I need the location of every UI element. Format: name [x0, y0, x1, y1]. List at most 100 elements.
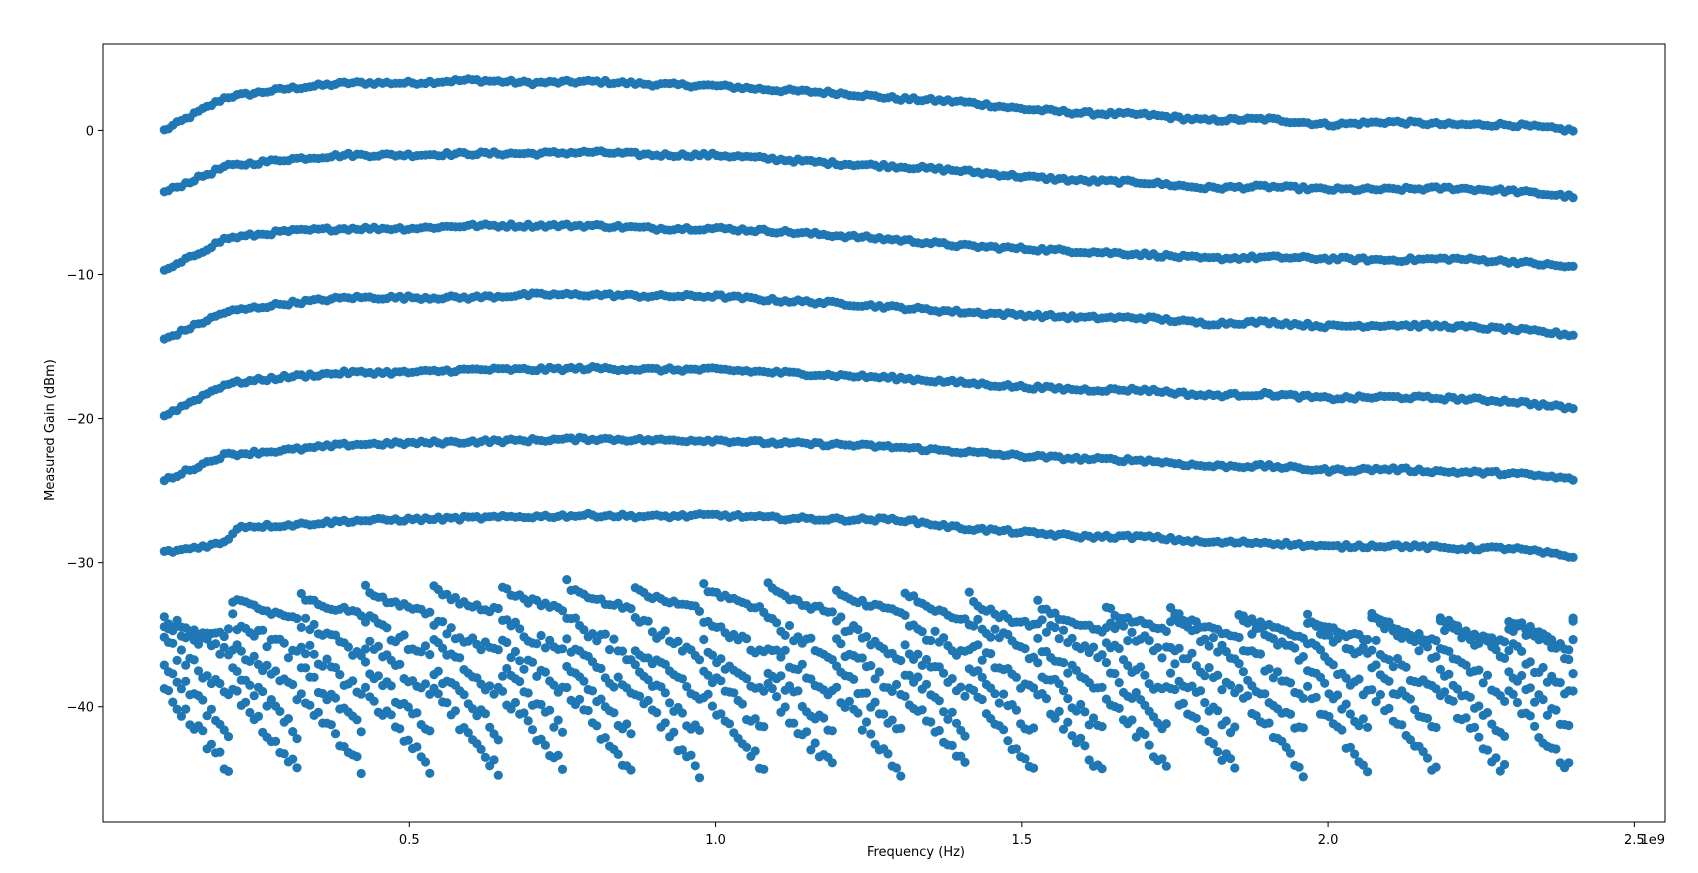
data-point	[1174, 609, 1184, 619]
y-tick-label: −10	[67, 269, 94, 284]
data-point	[789, 718, 799, 728]
data-point	[322, 654, 332, 664]
data-point	[1564, 645, 1574, 655]
data-point	[1303, 609, 1313, 619]
data-point	[318, 661, 328, 671]
data-point	[288, 679, 298, 690]
data-point	[900, 691, 910, 702]
data-point	[343, 642, 353, 652]
data-point	[836, 639, 846, 649]
data-point	[515, 624, 525, 634]
data-point	[1285, 748, 1296, 758]
data-point	[1452, 684, 1463, 694]
data-point	[694, 725, 705, 736]
data-point	[1033, 633, 1043, 644]
data-point	[1088, 713, 1099, 723]
data-point	[365, 636, 375, 646]
data-point	[1058, 724, 1069, 734]
data-point	[1530, 721, 1540, 732]
data-point	[232, 686, 242, 696]
data-point	[425, 768, 435, 778]
data-point	[716, 709, 726, 719]
data-point	[193, 639, 204, 649]
data-point	[1482, 670, 1493, 680]
data-point	[1568, 686, 1578, 696]
data-point	[493, 770, 503, 780]
data-point	[330, 693, 341, 703]
data-point	[737, 699, 748, 709]
data-point	[356, 768, 366, 779]
data-point	[930, 626, 940, 636]
data-point	[502, 663, 512, 674]
data-point	[622, 719, 632, 729]
data-point	[1058, 686, 1069, 696]
y-tick-label: −30	[67, 557, 94, 572]
data-point	[1230, 763, 1240, 773]
data-point	[515, 656, 525, 666]
data-point	[1217, 685, 1227, 695]
data-point	[1058, 658, 1069, 668]
data-point	[1255, 649, 1266, 659]
data-point	[1170, 684, 1180, 695]
data-point	[360, 644, 371, 654]
data-point	[1080, 707, 1090, 717]
data-point	[442, 698, 452, 708]
data-point	[296, 689, 306, 699]
data-point	[215, 649, 225, 659]
data-point	[241, 697, 251, 707]
data-point	[1003, 736, 1013, 746]
data-point	[900, 610, 910, 621]
data-point	[168, 638, 178, 648]
data-point	[635, 691, 645, 701]
data-point	[215, 678, 225, 689]
data-point	[249, 691, 259, 701]
data-point	[1564, 758, 1574, 768]
data-point	[1371, 635, 1381, 646]
data-point	[1011, 672, 1022, 683]
data-point	[1363, 767, 1373, 777]
data-point	[1474, 701, 1484, 711]
data-point	[660, 718, 670, 728]
data-point	[1011, 705, 1022, 715]
data-point	[973, 640, 983, 650]
data-point	[609, 634, 619, 644]
data-point	[596, 663, 606, 674]
data-point	[643, 675, 653, 685]
data-point	[797, 659, 807, 670]
data-point	[956, 682, 966, 692]
data-point	[1170, 659, 1180, 669]
data-point	[947, 707, 957, 717]
data-point	[1568, 552, 1578, 563]
data-point	[515, 676, 525, 687]
data-point	[699, 579, 709, 589]
data-point	[613, 749, 623, 760]
data-point	[288, 754, 298, 764]
data-point	[1384, 676, 1394, 686]
data-point	[1358, 714, 1368, 724]
data-point	[1161, 719, 1171, 729]
data-point	[1564, 720, 1574, 731]
data-point	[570, 613, 581, 623]
data-point	[1213, 706, 1223, 716]
data-point	[1491, 645, 1501, 655]
data-point	[510, 697, 520, 708]
data-point	[690, 761, 700, 771]
data-point	[386, 681, 396, 691]
data-point	[562, 575, 572, 585]
data-point	[176, 645, 186, 655]
data-point	[1196, 686, 1206, 696]
data-point	[660, 688, 670, 698]
data-point	[832, 682, 842, 692]
data-point	[271, 666, 281, 676]
data-point	[301, 613, 311, 623]
data-point	[1542, 710, 1552, 720]
data-point	[1375, 690, 1385, 700]
data-point	[861, 688, 872, 698]
data-point	[168, 697, 178, 707]
data-point	[540, 740, 551, 750]
data-point	[939, 633, 949, 643]
data-point	[1298, 723, 1308, 733]
data-point	[536, 699, 546, 710]
data-point	[973, 666, 983, 676]
data-point	[292, 734, 302, 744]
